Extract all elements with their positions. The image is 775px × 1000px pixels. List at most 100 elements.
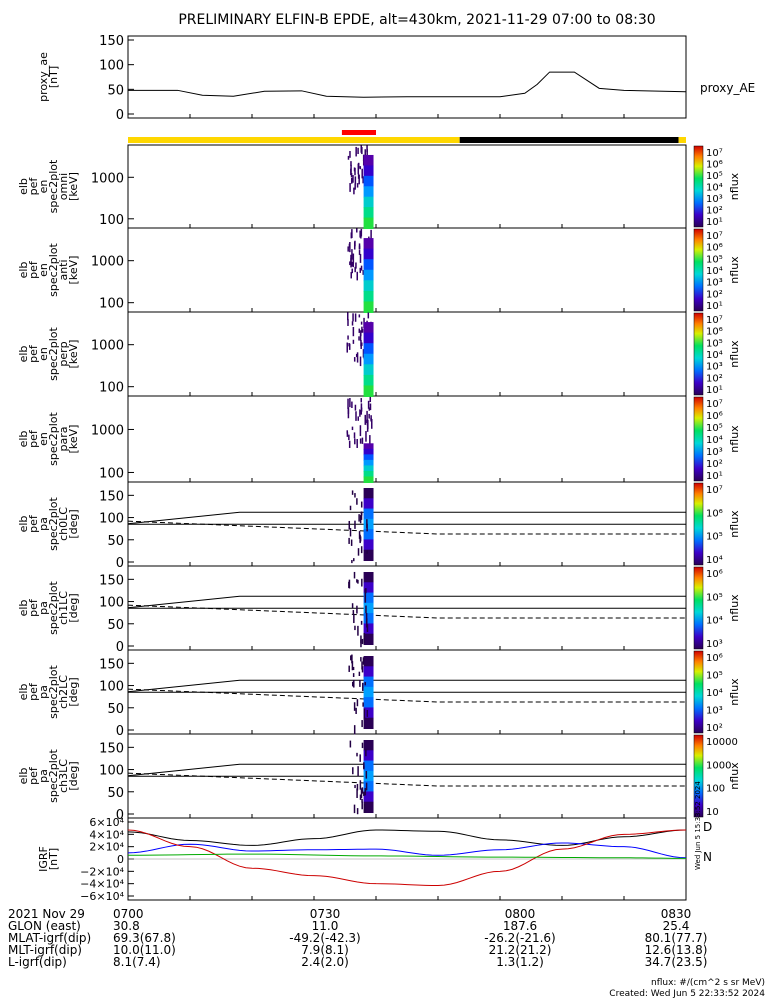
pa-spectrogram-cell: [363, 592, 374, 604]
pa-speck: [349, 528, 352, 537]
spectrogram-speck: [354, 266, 356, 273]
ylabel-ch2: [deg]: [67, 677, 80, 706]
pa-speck: [366, 519, 368, 528]
ytick-label: 100: [99, 680, 124, 695]
colorbar-tick: 10⁴: [706, 183, 723, 194]
spectrogram-speck: [346, 342, 348, 353]
pa-speck: [354, 625, 356, 631]
ylabel-omni: pef: [27, 177, 40, 196]
spectrogram-cell: [363, 459, 374, 467]
ephemeris-value: -49.2(-42.3): [289, 931, 360, 945]
colorbar-tick: 10⁴: [706, 435, 723, 446]
sunlight-bar: [128, 137, 460, 143]
pa-speck: [360, 501, 363, 508]
pa-spectrogram-cell: [363, 770, 374, 783]
plot-title: PRELIMINARY ELFIN-B EPDE, alt=430km, 202…: [178, 12, 655, 28]
spectrogram-speck: [351, 268, 353, 274]
colorbar-tick: 10⁶: [706, 569, 723, 580]
spectrogram-speck: [358, 314, 361, 318]
ephemeris-value: -26.2(-21.6): [484, 931, 555, 945]
spectrogram-speck: [359, 253, 362, 263]
pa-spectrogram-cell: [363, 613, 374, 625]
pa-speck: [364, 682, 367, 686]
ytick-label: 50: [107, 83, 124, 98]
ylabel-perp: elb: [17, 346, 30, 363]
ytick-label: 100: [99, 596, 124, 611]
spectrogram-speck: [359, 356, 362, 367]
pa-speck: [364, 788, 367, 796]
ylabel-ch3: pa: [37, 769, 50, 783]
pa-speck: [363, 762, 365, 769]
ylabel-ch1: pa: [37, 601, 50, 615]
colorbar-tick: 10²: [706, 289, 723, 300]
spectrogram-speck: [350, 232, 353, 239]
ylabel-para: [keV]: [67, 425, 80, 454]
ylabel-anti: en: [37, 263, 50, 277]
spectrogram-speck: [365, 431, 367, 442]
colorbar-tick: 10⁷: [706, 315, 723, 326]
pa-spectrogram-cell: [363, 666, 374, 678]
pa-spectrogram-cell: [363, 686, 374, 699]
colorbar-perp: [693, 312, 704, 396]
spectrogram-speck: [353, 241, 356, 250]
panel-frame-anti: [127, 227, 687, 313]
ytick-label: 100: [99, 466, 124, 481]
ephemeris-label: L-igrf(dip): [8, 955, 67, 969]
spectrogram-speck: [347, 335, 349, 340]
pa-speck: [361, 801, 363, 810]
spectrogram-speck: [361, 437, 364, 444]
colorbar-tick: 10²: [706, 723, 723, 734]
spectrogram-speck: [367, 312, 370, 319]
colorbar-label: nflux: [728, 594, 741, 622]
colorbar-para: [693, 396, 704, 482]
ephemeris-value: 0800: [505, 907, 536, 921]
pa-speck: [365, 771, 368, 779]
colorbar-tick: 10⁴: [706, 266, 723, 277]
spectrogram-cell: [363, 443, 374, 450]
ytick-label: 50: [107, 786, 124, 801]
ytick-label: 0: [116, 108, 124, 123]
spectrogram-speck: [352, 175, 354, 183]
ephemeris-value: 1.3(1.2): [496, 955, 544, 969]
spectrogram-speck: [348, 343, 350, 347]
pa-speck: [355, 707, 357, 714]
pa-speck: [361, 787, 364, 794]
spectrogram-cell: [363, 332, 374, 345]
ephemeris-value: 11.0: [312, 919, 339, 933]
ae-series-label: proxy_AE: [700, 81, 755, 95]
ylabel-para: elb: [17, 431, 30, 448]
ytick-label: 100: [99, 512, 124, 527]
spectrogram-speck: [354, 404, 357, 411]
pa-spectrogram-cell: [363, 801, 374, 813]
spectrogram-speck: [353, 432, 356, 439]
pa-speck: [359, 794, 362, 800]
colorbar-ch1: [693, 566, 704, 650]
colorbar-tick: 10⁵: [706, 338, 723, 349]
spectrogram-speck: [352, 339, 355, 344]
ylabel-ae: proxy_ae: [37, 52, 50, 102]
spectrogram-speck: [350, 161, 352, 166]
spectrogram-speck: [355, 262, 357, 269]
pa-speck: [354, 520, 356, 529]
pa-speck: [357, 548, 360, 556]
colorbar-tick: 10³: [706, 447, 723, 458]
spectrogram-speck: [361, 329, 364, 333]
colorbar-tick: 10⁵: [706, 423, 723, 434]
ylabel-perp: en: [37, 347, 50, 361]
pa-speck: [351, 654, 353, 664]
spectrogram-speck: [370, 229, 372, 240]
ylabel-ch1: spec2plot: [47, 581, 60, 635]
ephemeris-value: 0830: [661, 907, 692, 921]
pa-spectrogram-cell: [363, 582, 374, 594]
spectrogram-speck: [349, 261, 351, 266]
spectrogram-speck: [351, 401, 353, 408]
colorbar-tick: 10³: [706, 278, 723, 289]
spectrogram-cell: [363, 248, 374, 261]
igrf-b-total-line: [127, 829, 687, 846]
spectrogram-speck: [349, 183, 351, 192]
pa-speck: [361, 661, 363, 670]
ylabel-igrf: [nT]: [47, 848, 60, 870]
ytick-label: −6×10⁴: [80, 890, 124, 903]
spectrogram-speck: [355, 411, 357, 421]
ytick-label: 0: [116, 640, 124, 655]
